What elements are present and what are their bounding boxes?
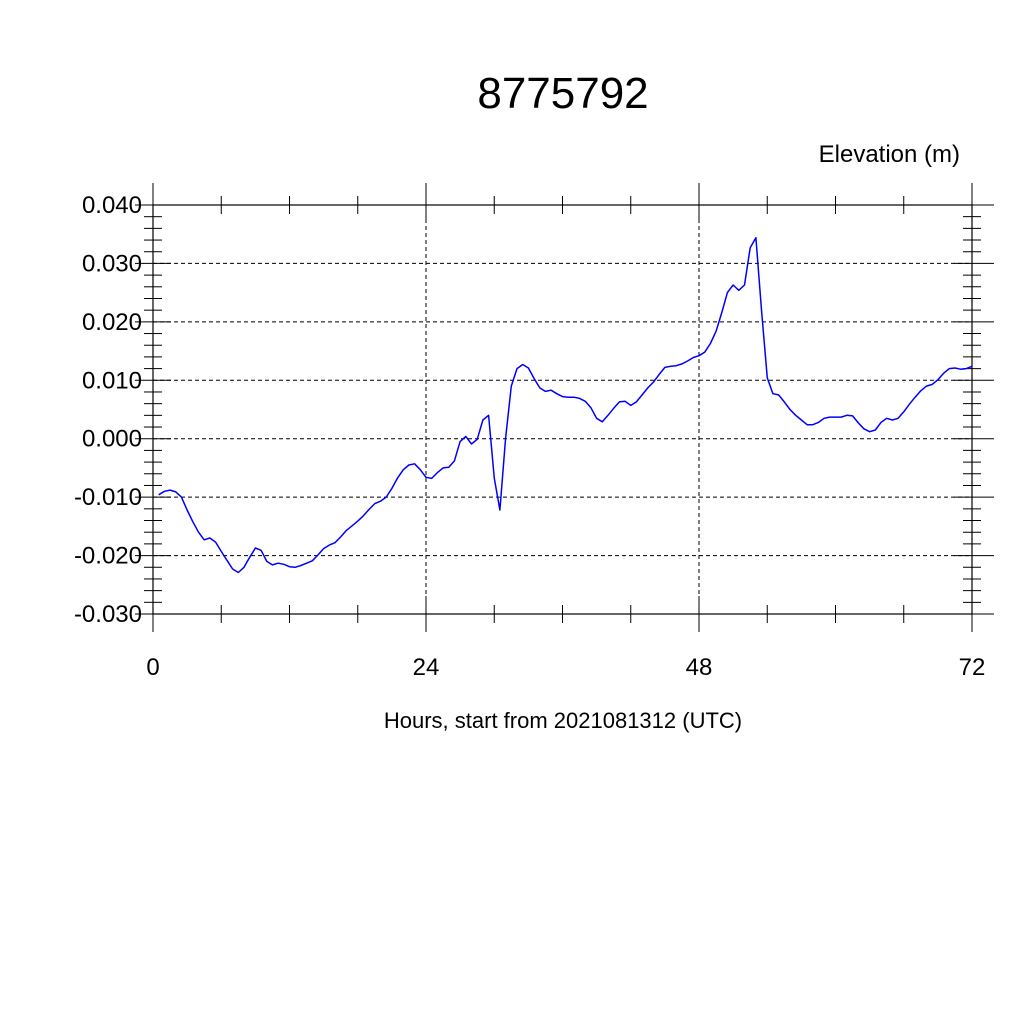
x-tick-label: 0 (146, 654, 159, 681)
y-tick-label: 0.030 (82, 250, 142, 277)
x-tick-label: 48 (686, 654, 713, 681)
tick-labels: -0.030 -0.020 -0.010 0.000 0.010 0.020 0.030 0.… (74, 192, 985, 681)
series-line (158, 236, 973, 574)
plot-frame (152, 204, 973, 615)
chart-title: 8775792 (477, 69, 648, 118)
x-axis-label: Hours, start from 2021081312 (UTC) (384, 708, 742, 733)
x-tick-label: 24 (413, 654, 440, 681)
y-axis-label: Elevation (m) (819, 141, 960, 168)
series-group (158, 236, 973, 574)
grid-lines (153, 204, 972, 614)
x-tick-label: 72 (959, 654, 986, 681)
y-tick-label: 0.000 (82, 426, 142, 453)
axis-ticks (135, 183, 994, 632)
y-tick-label: -0.020 (74, 543, 142, 570)
y-tick-label: 0.040 (82, 192, 142, 219)
y-tick-label: 0.020 (82, 309, 142, 336)
y-tick-label: -0.030 (74, 601, 142, 628)
y-tick-label: -0.010 (74, 484, 142, 511)
y-tick-label: 0.010 (82, 367, 142, 394)
